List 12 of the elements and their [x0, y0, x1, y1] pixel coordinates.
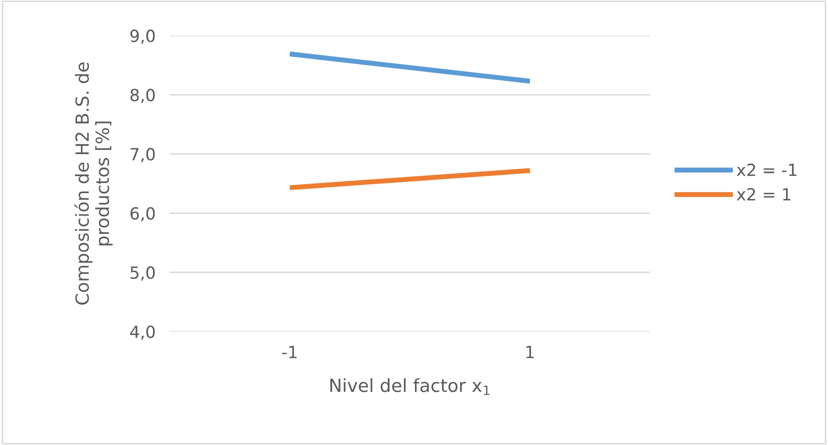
- x-axis-title: Nivel del factor x$_{1}$: [330, 378, 490, 395]
- x-tick-label: 1: [526, 346, 534, 358]
- y-axis-title: Composición de H2 B.S. de productos [%]: [74, 62, 113, 305]
- x-tick-label: -1: [282, 346, 297, 358]
- y-tick-label: 5,0: [130, 266, 155, 281]
- y-tick-label: 8,0: [130, 88, 155, 104]
- legend-label: x2 = -1: [736, 164, 796, 176]
- y-tick-label: 6,0: [130, 207, 155, 222]
- y-tick-label: 9,0: [130, 30, 155, 44]
- y-tick-label: 7,0: [130, 148, 155, 162]
- legend-label: x2 = 1: [736, 188, 790, 200]
- y-tick-label: 4,0: [130, 325, 155, 340]
